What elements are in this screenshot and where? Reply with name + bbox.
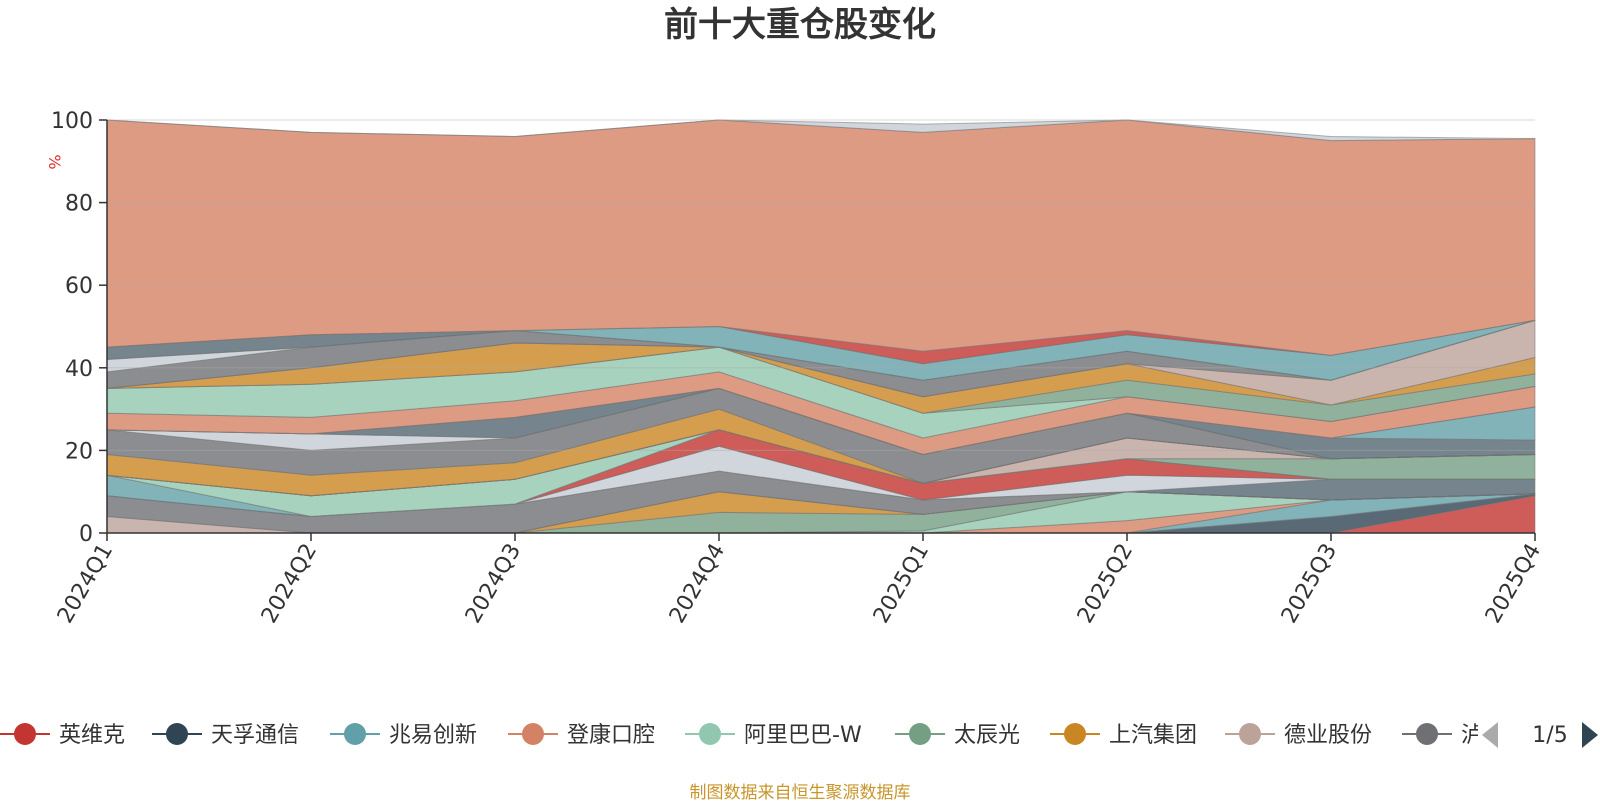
y-tick-label: 40 xyxy=(65,357,93,382)
legend-item[interactable]: 阿里巴巴-W xyxy=(685,723,862,748)
legend-label: 兆易创新 xyxy=(389,723,477,748)
legend-marker xyxy=(1416,723,1438,745)
legend-label: 登康口腔 xyxy=(567,723,655,748)
legend-item[interactable]: 兆易创新 xyxy=(330,723,477,748)
legend-label: 英维克 xyxy=(59,723,125,748)
legend-marker xyxy=(14,723,36,745)
legend-label: 德业股份 xyxy=(1284,723,1372,748)
legend-item[interactable]: 泸 xyxy=(1402,723,1483,748)
y-tick-label: 20 xyxy=(65,439,93,464)
legend-item[interactable]: 上汽集团 xyxy=(1050,723,1197,748)
legend-item[interactable]: 天孚通信 xyxy=(152,723,299,748)
source-note: 制图数据来自恒生聚源数据库 xyxy=(689,783,911,803)
x-tick-label: 2025Q1 xyxy=(869,540,934,628)
y-tick-label: 100 xyxy=(51,109,93,134)
x-tick-label: 2024Q4 xyxy=(665,540,730,628)
legend-item[interactable]: 太辰光 xyxy=(895,723,1020,748)
legend-marker xyxy=(699,723,721,745)
legend-marker xyxy=(522,723,544,745)
legend-marker xyxy=(344,723,366,745)
legend-item[interactable]: 英维克 xyxy=(0,723,125,748)
legend-prev-icon[interactable] xyxy=(1482,722,1498,748)
legend-marker xyxy=(1239,723,1261,745)
legend-label: 阿里巴巴-W xyxy=(744,723,862,748)
legend-label: 太辰光 xyxy=(954,723,1020,748)
series-areas xyxy=(106,119,1536,534)
x-tick-label: 2025Q2 xyxy=(1073,540,1138,628)
grid-lines xyxy=(107,119,1535,451)
legend-page-indicator: 1/5 xyxy=(1532,723,1567,748)
x-tick-label: 2024Q2 xyxy=(257,540,322,628)
y-tick-label: 60 xyxy=(65,274,93,299)
legend-marker xyxy=(909,723,931,745)
legend-marker xyxy=(1064,723,1086,745)
legend-label: 泸 xyxy=(1461,723,1483,748)
legend-item[interactable]: 德业股份 xyxy=(1225,723,1372,748)
legend[interactable]: 英维克 天孚通信 兆易创新 登康口腔 阿里巴巴-W 太辰光 上汽集团 德业股份 泸 1/5 xyxy=(0,722,1598,748)
area-series-36[interactable] xyxy=(106,119,1536,356)
legend-label: 天孚通信 xyxy=(211,723,299,748)
legend-item[interactable]: 登康口腔 xyxy=(508,723,655,748)
y-axis-unit: % xyxy=(45,154,64,169)
legend-next-icon[interactable] xyxy=(1582,722,1598,748)
legend-items: 英维克 天孚通信 兆易创新 登康口腔 阿里巴巴-W 太辰光 上汽集团 德业股份 泸 xyxy=(0,723,1483,748)
legend-marker xyxy=(166,723,188,745)
x-tick-label: 2025Q3 xyxy=(1277,540,1342,628)
x-tick-label: 2025Q4 xyxy=(1481,540,1546,628)
chart-title: 前十大重仓股变化 xyxy=(664,5,936,45)
y-tick-label: 0 xyxy=(79,522,93,547)
x-tick-label: 2024Q1 xyxy=(53,540,118,628)
y-tick-label: 80 xyxy=(65,192,93,217)
area-series-37[interactable] xyxy=(106,119,1536,142)
x-tick-label: 2024Q3 xyxy=(461,540,526,628)
legend-label: 上汽集团 xyxy=(1109,723,1197,748)
